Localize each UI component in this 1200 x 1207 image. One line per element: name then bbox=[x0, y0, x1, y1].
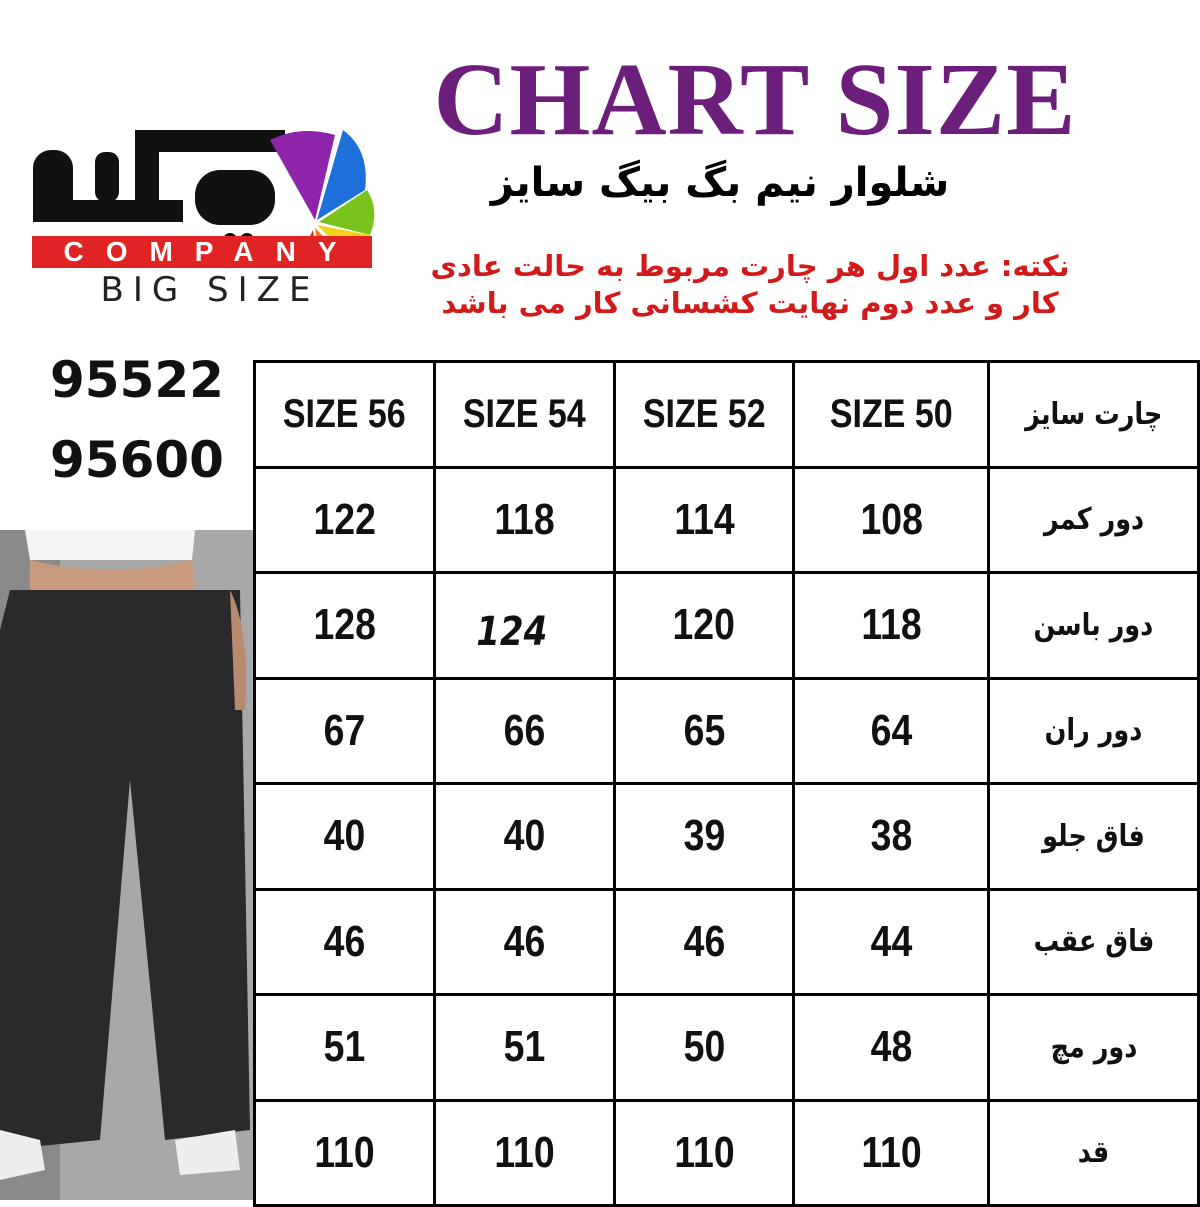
cell: 65 bbox=[612, 676, 796, 785]
table-row: 122 118 114 108 دور کمر bbox=[253, 465, 1200, 574]
cell: 48 bbox=[792, 993, 991, 1102]
cell: 110 bbox=[612, 1098, 796, 1207]
cell: 46 bbox=[432, 887, 616, 996]
product-photo bbox=[0, 530, 255, 1200]
table-row: 128 124 120 118 دور باسن bbox=[253, 571, 1200, 680]
cell: 40 bbox=[253, 782, 436, 891]
cell: 46 bbox=[612, 887, 796, 996]
header-size-50: SIZE 50 bbox=[792, 360, 991, 469]
cell: 110 bbox=[253, 1098, 436, 1207]
cell: 67 bbox=[253, 676, 436, 785]
cell: 110 bbox=[432, 1098, 616, 1207]
header-label: چارت سایز bbox=[987, 360, 1200, 469]
product-code: 95522 bbox=[50, 351, 224, 409]
cell: 46 bbox=[253, 887, 436, 996]
table-row: 46 46 46 44 فاق عقب bbox=[253, 887, 1200, 996]
cell: 108 bbox=[792, 465, 991, 574]
row-label: فاق جلو bbox=[987, 782, 1200, 891]
row-label: دور کمر bbox=[987, 465, 1200, 574]
row-label: دور باسن bbox=[987, 571, 1200, 680]
table-header-row: SIZE 56 SIZE 54 SIZE 52 SIZE 50 چارت سای… bbox=[253, 360, 1200, 469]
cell: 114 bbox=[612, 465, 796, 574]
cell: 40 bbox=[432, 782, 616, 891]
note-line: کار و عدد دوم نهایت کشسانی کار می باشد bbox=[441, 286, 1059, 320]
size-table: SIZE 56 SIZE 54 SIZE 52 SIZE 50 چارت سای… bbox=[253, 360, 1200, 1207]
cell: 124 bbox=[432, 571, 616, 680]
header-size-56: SIZE 56 bbox=[253, 360, 436, 469]
cell: 110 bbox=[792, 1098, 991, 1207]
cell: 51 bbox=[253, 993, 436, 1102]
cell: 122 bbox=[253, 465, 436, 574]
cell: 50 bbox=[612, 993, 796, 1102]
table-row: 51 51 50 48 دور مچ bbox=[253, 993, 1200, 1102]
logo-tagline: BIG SIZE bbox=[100, 270, 320, 310]
cell: 44 bbox=[792, 887, 991, 996]
cell: 38 bbox=[792, 782, 991, 891]
row-label: دور مچ bbox=[987, 993, 1200, 1102]
cell: 118 bbox=[792, 571, 991, 680]
row-label: قد bbox=[987, 1098, 1200, 1207]
cell: 128 bbox=[253, 571, 436, 680]
cell: 66 bbox=[432, 676, 616, 785]
row-label: دور ران bbox=[987, 676, 1200, 785]
table-row: 40 40 39 38 فاق جلو bbox=[253, 782, 1200, 891]
header-size-52: SIZE 52 bbox=[612, 360, 796, 469]
product-code: 95600 bbox=[50, 431, 224, 489]
cell: 120 bbox=[612, 571, 796, 680]
header-size-54: SIZE 54 bbox=[432, 360, 616, 469]
cell: 51 bbox=[432, 993, 616, 1102]
table-row: 67 66 65 64 دور ران bbox=[253, 676, 1200, 785]
page-title: CHART SIZE bbox=[433, 42, 1077, 157]
row-label: فاق عقب bbox=[987, 887, 1200, 996]
cell: 118 bbox=[432, 465, 616, 574]
cell: 39 bbox=[612, 782, 796, 891]
product-codes: 95522 95600 bbox=[50, 340, 224, 500]
size-note: نکته: عدد اول هر چارت مربوط به حالت عادی… bbox=[390, 248, 1110, 322]
logo-company-text: COMPANY bbox=[32, 236, 372, 268]
table-row: 110 110 110 110 قد bbox=[253, 1098, 1200, 1207]
note-line: نکته: عدد اول هر چارت مربوط به حالت عادی bbox=[430, 249, 1070, 283]
cell: 64 bbox=[792, 676, 991, 785]
product-subtitle: شلوار نیم بگ بیگ سایز bbox=[490, 160, 950, 206]
